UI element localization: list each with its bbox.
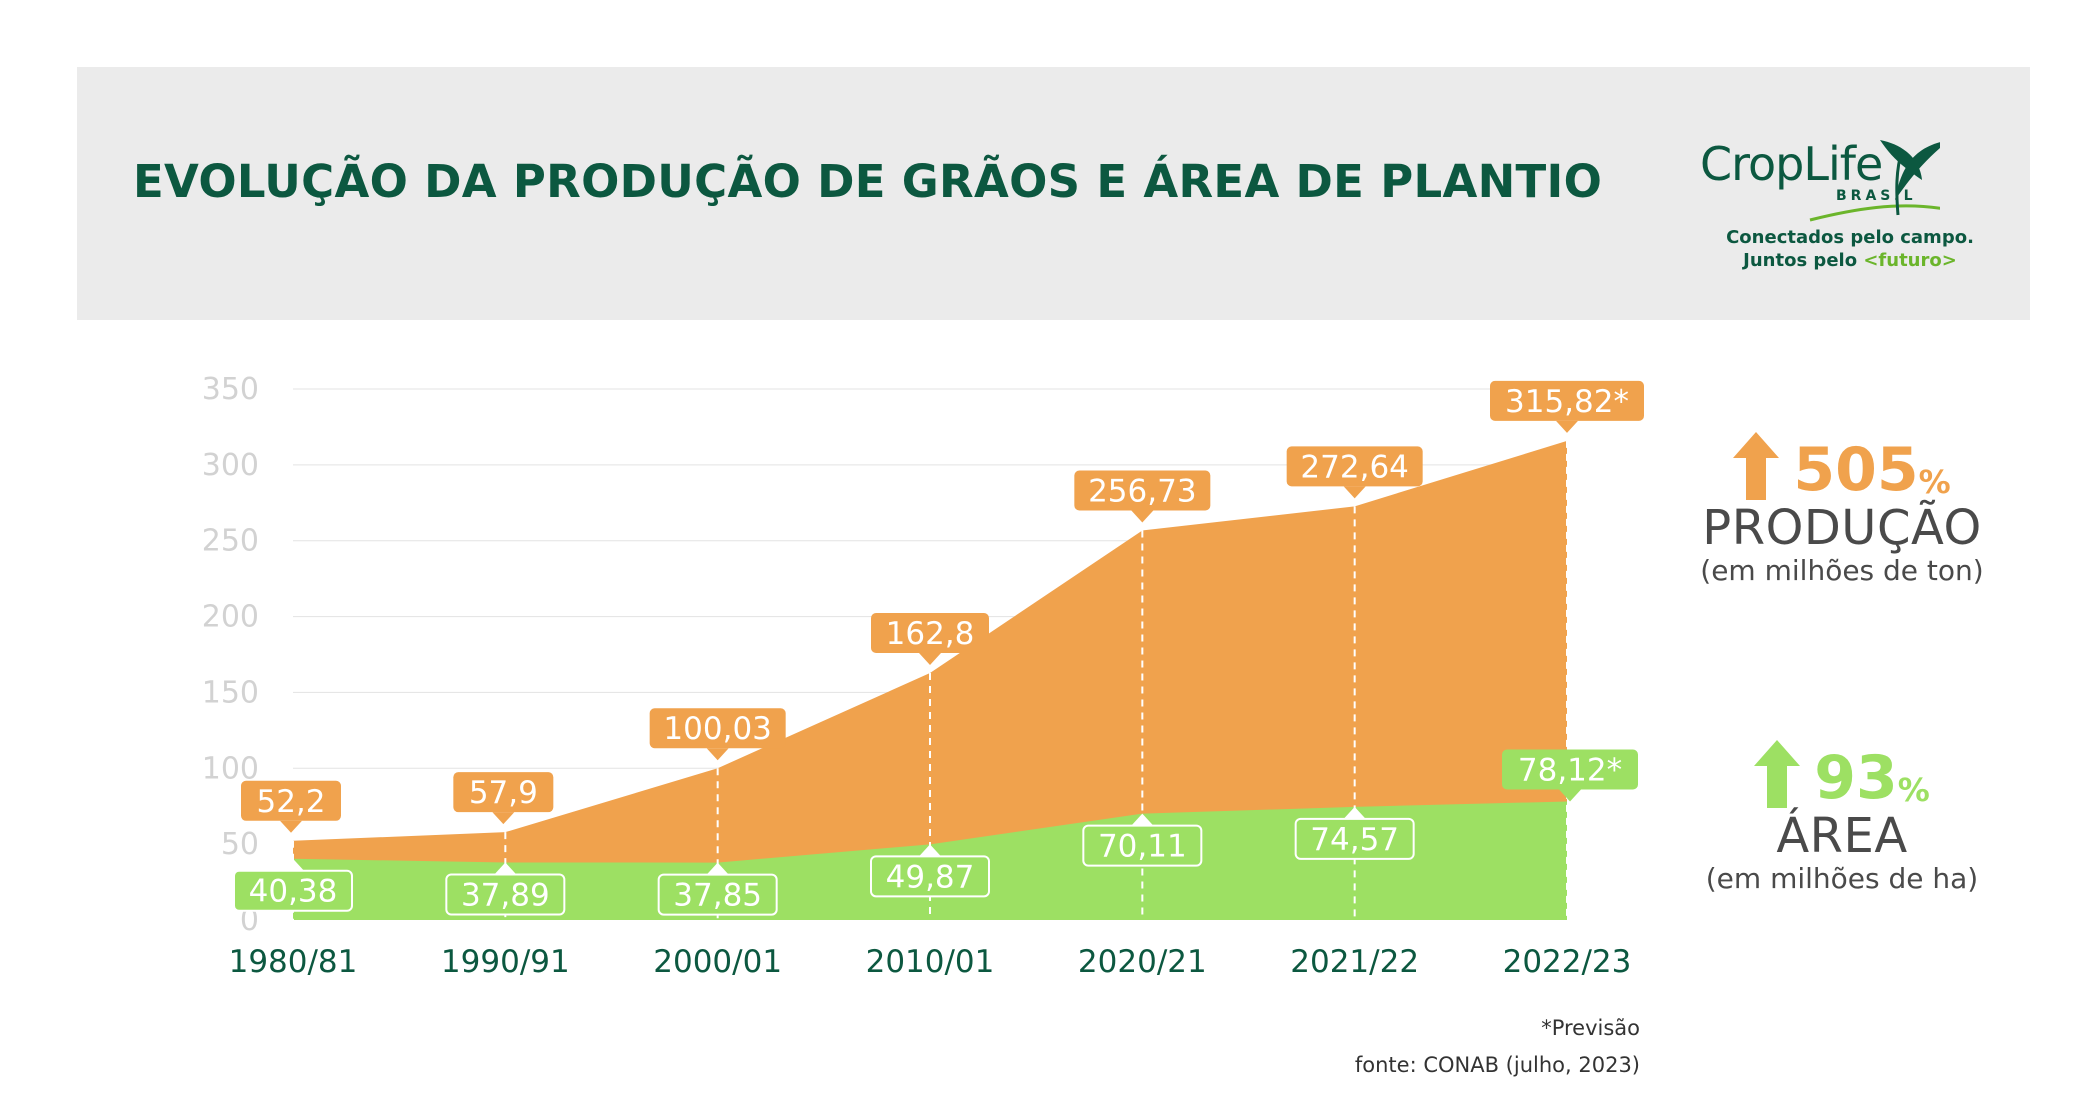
area-label: ÁREA	[1776, 808, 1908, 864]
production-pct-sign: %	[1918, 463, 1951, 501]
y-tick-label: 0	[240, 903, 259, 938]
production-data-label-box	[1074, 470, 1211, 511]
tagline: Conectados pelo campo. Juntos pelo <futu…	[1700, 226, 2000, 272]
y-tick-label: 250	[202, 524, 259, 559]
production-stat: 505 % PRODUÇÃO (em milhões de ton)	[1672, 420, 2012, 588]
area-data-label-pointer	[282, 858, 304, 871]
production-data-label-text: 52,2	[256, 784, 325, 820]
production-pct: 505	[1793, 435, 1919, 505]
y-tick-label: 50	[221, 827, 259, 862]
area-data-label-text: 78,12*	[1518, 752, 1622, 788]
area-data-label: 37,85	[657, 862, 778, 916]
production-data-label-pointer	[919, 653, 941, 666]
area-data-label: 70,11	[1082, 813, 1203, 867]
area-data-label-text: 37,85	[673, 878, 762, 914]
area-data-label-pointer	[1559, 789, 1581, 802]
production-data-label-text: 100,03	[663, 711, 771, 747]
production-data-label: 100,03	[649, 708, 786, 761]
production-area	[293, 440, 1567, 920]
area-stat: 93 % ÁREA (em milhões de ha)	[1672, 728, 2012, 896]
production-label: PRODUÇÃO	[1702, 500, 1982, 556]
tagline-highlight: <futuro>	[1863, 250, 1957, 271]
tagline-prefix: Juntos pelo	[1743, 250, 1864, 271]
production-data-label-pointer	[1131, 510, 1154, 523]
x-tick-label: 1990/91	[441, 944, 570, 980]
page-title: EVOLUÇÃO DA PRODUÇÃO DE GRÃOS E ÁREA DE …	[133, 155, 1603, 208]
x-tick-label: 2000/01	[653, 944, 782, 980]
area-data-label-text: 37,89	[461, 878, 550, 914]
production-data-label: 52,2	[241, 780, 341, 833]
production-data-label-box	[1286, 446, 1423, 487]
production-data-label: 162,8	[871, 613, 989, 666]
production-pct-row: 505 %	[1672, 420, 2012, 500]
source-note: fonte: CONAB (julho, 2023)	[1354, 1053, 1640, 1077]
area-pct-row: 93 %	[1672, 728, 2012, 808]
production-data-label: 315,82*	[1490, 380, 1644, 433]
area-data-label: 49,87	[870, 844, 990, 898]
y-tick-label: 200	[202, 600, 259, 635]
production-data-label-pointer	[706, 748, 729, 761]
area-data-label-box	[1502, 749, 1638, 790]
x-tick-label: 2021/22	[1290, 944, 1419, 980]
y-tick-label: 300	[202, 448, 259, 483]
tagline-line2: Juntos pelo <futuro>	[1700, 249, 2000, 272]
area-pct: 93	[1814, 743, 1898, 813]
production-data-label-text: 315,82*	[1505, 384, 1629, 420]
area-data-label: 40,38	[233, 858, 353, 912]
y-tick-label: 150	[202, 675, 259, 710]
production-data-label-box	[453, 772, 554, 813]
production-data-label-text: 162,8	[886, 616, 975, 652]
production-data-label-pointer	[1343, 486, 1366, 499]
header-banner: EVOLUÇÃO DA PRODUÇÃO DE GRÃOS E ÁREA DE …	[77, 67, 2030, 320]
area-data-label: 37,89	[445, 862, 566, 916]
area-data-label-text: 49,87	[886, 859, 975, 895]
production-data-label: 256,73	[1074, 470, 1211, 523]
production-data-label-box	[871, 613, 989, 654]
x-tick-label: 2022/23	[1503, 944, 1632, 980]
production-data-label-box	[241, 780, 341, 821]
y-tick-label: 350	[202, 372, 259, 407]
logo-subtitle: BRASIL	[1836, 188, 1917, 204]
area-data-label: 74,57	[1294, 806, 1415, 860]
x-tick-label: 2010/01	[866, 944, 995, 980]
production-data-label-text: 256,73	[1088, 474, 1196, 510]
production-data-label-box	[649, 708, 786, 749]
area-data-label-pointer	[494, 862, 517, 875]
area-data-label-pointer	[1343, 806, 1366, 819]
production-data-label-pointer	[280, 820, 302, 833]
area-data-label-pointer	[1131, 813, 1154, 826]
area-unit: (em milhões de ha)	[1705, 862, 1979, 895]
area-data-label: 78,12*	[1502, 749, 1638, 802]
production-data-label-box	[1490, 380, 1644, 421]
footnote: *Previsão	[1541, 1016, 1640, 1040]
production-data-label-pointer	[492, 812, 515, 825]
area-data-label-pointer	[706, 862, 729, 875]
tagline-line1: Conectados pelo campo.	[1726, 227, 1974, 248]
production-data-label-pointer	[1556, 420, 1578, 433]
arrow-up-icon	[1754, 740, 1801, 808]
area-data-label-pointer	[919, 844, 941, 857]
logo-wordmark: CropLife	[1700, 137, 1883, 191]
production-data-label-text: 272,64	[1300, 449, 1408, 485]
production-unit: (em milhões de ton)	[1700, 554, 1984, 587]
area-data-label-text: 40,38	[249, 874, 338, 910]
area-data-label-text: 74,57	[1310, 822, 1399, 858]
area-data-label-text: 70,11	[1098, 829, 1187, 865]
production-data-label-text: 57,9	[469, 775, 538, 811]
production-data-label: 57,9	[453, 772, 554, 825]
sprout-logo-icon	[1809, 140, 1940, 222]
x-tick-label: 1980/81	[229, 944, 358, 980]
production-data-label: 272,64	[1286, 446, 1423, 499]
arrow-up-icon	[1733, 432, 1780, 500]
area-pct-sign: %	[1897, 771, 1930, 809]
y-tick-label: 100	[202, 751, 259, 786]
x-tick-label: 2020/21	[1078, 944, 1207, 980]
